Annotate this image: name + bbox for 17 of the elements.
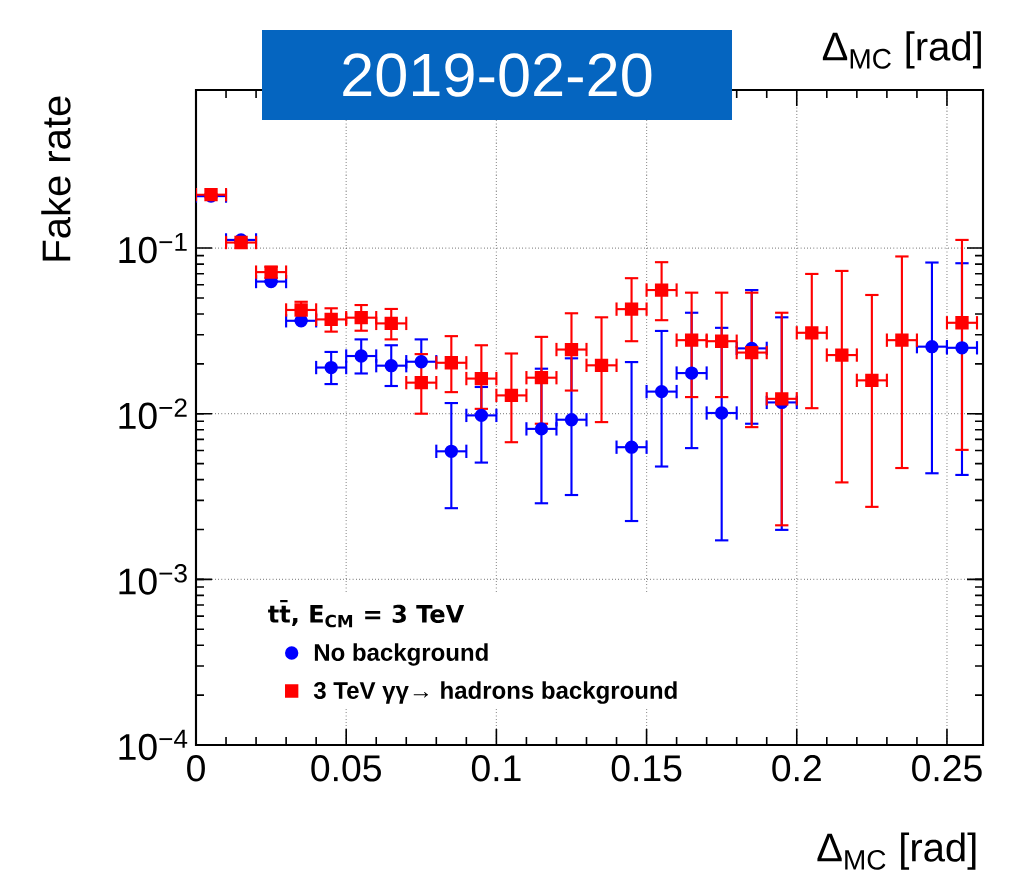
x-tick-label: 0.15	[611, 755, 682, 782]
y-tick-label: 10$^{−4}$	[119, 729, 188, 761]
text: Δ$_{MC}$ [rad]	[822, 31, 981, 69]
x-tick-label: 0.2	[772, 755, 821, 782]
legend-label: 3 TeV γγ→ hadrons background	[313, 681, 677, 704]
y-tick-label: 10$^{−3}$	[119, 564, 187, 595]
x-tick-label: 0	[187, 755, 205, 782]
x-tick-label: 0.05	[311, 755, 381, 782]
y-tick-label: 10$^{−2}$	[119, 398, 187, 430]
legend-title: tt̄, E$_{CM}$ = 3 TeV	[268, 600, 465, 628]
legend-label: No background	[314, 643, 488, 666]
annotation: 2019-02-20	[343, 53, 652, 97]
y-axis-title: Fake rate	[41, 96, 71, 261]
x-axis-title: Δ$_{MC}$ [rad]	[817, 832, 976, 870]
x-tick-label: 0.25	[912, 755, 982, 782]
x-tick-label: 0.1	[471, 755, 521, 782]
y-tick-label: 10$^{−1}$	[119, 232, 187, 264]
